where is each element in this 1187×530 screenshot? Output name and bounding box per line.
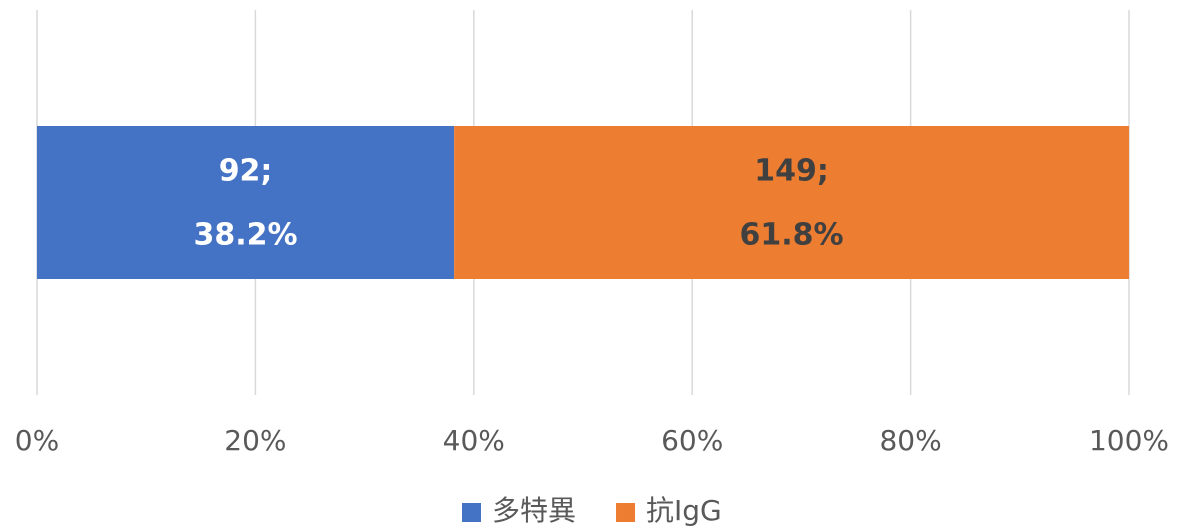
legend-swatch (616, 503, 636, 522)
data-label: 38.2% (194, 218, 298, 253)
legend-label: 抗IgG (646, 494, 722, 527)
legend-label: 多特異 (492, 494, 576, 527)
x-tick-label: 60% (661, 424, 723, 457)
x-tick-label: 40% (443, 424, 505, 457)
legend-swatch (462, 503, 481, 522)
x-tick-label: 20% (224, 424, 286, 457)
bar-segment (454, 126, 1129, 279)
bar-segment (37, 126, 455, 279)
x-tick-label: 0% (15, 424, 59, 457)
data-label-count: 92; (219, 154, 273, 189)
data-label: 61.8% (740, 218, 844, 253)
x-tick-label: 100% (1089, 424, 1169, 457)
data-label-count: 149; (754, 154, 829, 189)
x-tick-label: 80% (879, 424, 941, 457)
